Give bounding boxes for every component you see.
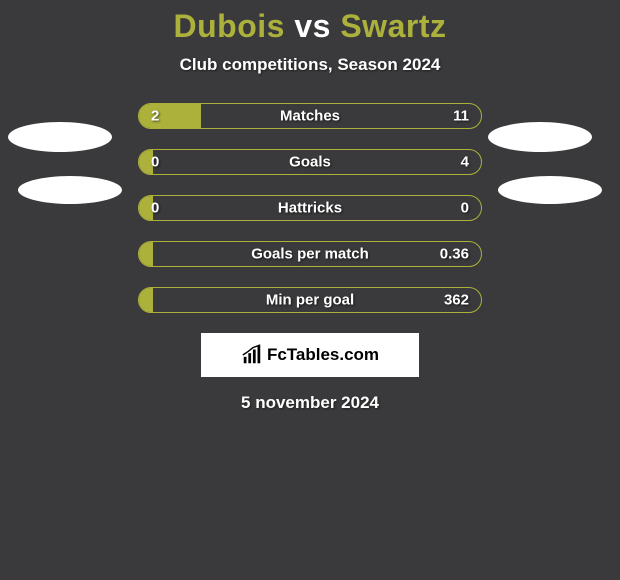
stat-bar: Min per goal362 — [138, 287, 482, 313]
player-photo — [488, 122, 592, 152]
comparison-card: Dubois vs Swartz Club competitions, Seas… — [0, 0, 620, 413]
brand-text: FcTables.com — [267, 345, 379, 365]
player-photo — [498, 176, 602, 204]
stat-label: Min per goal — [139, 292, 481, 309]
date-label: 5 november 2024 — [0, 393, 620, 413]
player-photo — [8, 122, 112, 152]
stat-bar: Goals per match0.36 — [138, 241, 482, 267]
subtitle: Club competitions, Season 2024 — [0, 55, 620, 75]
player2-name: Swartz — [340, 8, 446, 44]
stat-label: Goals — [139, 154, 481, 171]
stat-label: Matches — [139, 108, 481, 125]
stat-right-value: 0.36 — [440, 246, 469, 263]
vs-label: vs — [294, 8, 331, 44]
player1-name: Dubois — [174, 8, 285, 44]
player-photo — [18, 176, 122, 204]
brand-logo: FcTables.com — [201, 333, 419, 377]
stat-bar: 2Matches11 — [138, 103, 482, 129]
chart-icon — [241, 344, 263, 366]
stat-right-value: 4 — [461, 154, 469, 171]
stat-right-value: 0 — [461, 200, 469, 217]
stat-bar: 0Goals4 — [138, 149, 482, 175]
stat-right-value: 362 — [444, 292, 469, 309]
stat-bar: 0Hattricks0 — [138, 195, 482, 221]
page-title: Dubois vs Swartz — [0, 8, 620, 45]
stat-label: Hattricks — [139, 200, 481, 217]
stat-label: Goals per match — [139, 246, 481, 263]
stat-right-value: 11 — [453, 108, 469, 125]
